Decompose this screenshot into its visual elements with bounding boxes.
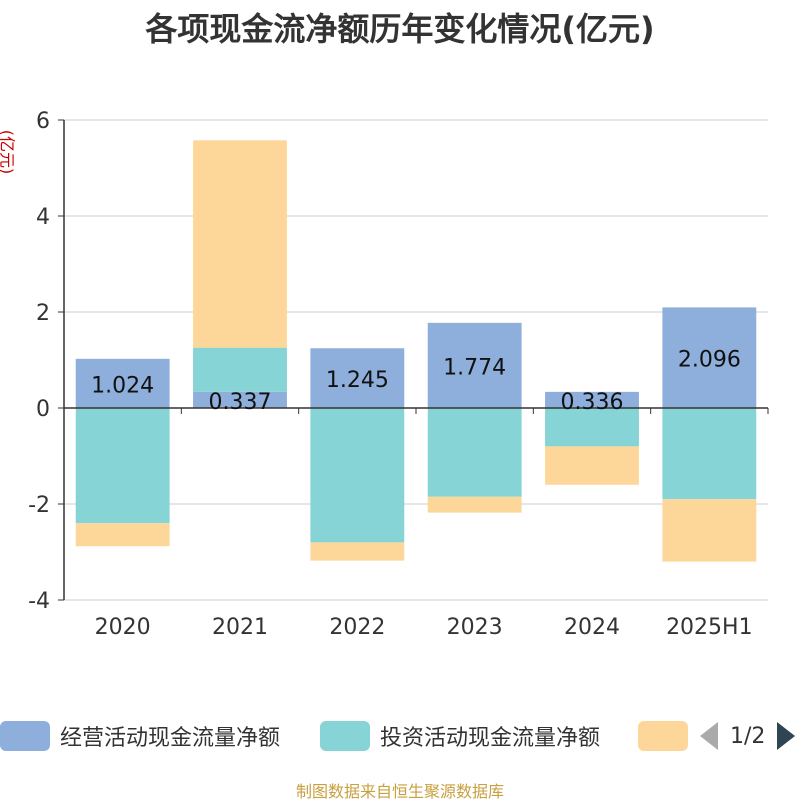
data-label-operating: 1.024 [91, 373, 154, 398]
data-label-operating: 0.336 [561, 390, 624, 415]
chart-title: 各项现金流净额历年变化情况(亿元) [145, 10, 655, 48]
data-label-operating: 0.337 [209, 390, 272, 415]
bar-investing [545, 408, 639, 447]
data-label-operating: 1.245 [326, 368, 389, 393]
y-tick-label: -2 [28, 493, 50, 518]
legend-pager: 1/2 [700, 720, 796, 752]
legend-swatch-financing [638, 721, 688, 751]
bar-financing [662, 499, 757, 562]
bar-financing [427, 496, 522, 513]
x-tick-label: 2020 [95, 615, 151, 640]
y-tick-label: 4 [36, 205, 50, 230]
bar-financing [545, 446, 639, 485]
legend-item-investing[interactable]: 投资活动现金流量净额 [320, 720, 600, 752]
legend-swatch-operating [0, 721, 50, 751]
bar-operating [193, 391, 287, 408]
y-tick-label: 6 [36, 109, 50, 134]
bar-operating [545, 391, 639, 408]
data-source-note: 制图数据来自恒生聚源数据库 [295, 782, 504, 801]
bar-investing [310, 408, 405, 543]
legend-item-operating[interactable]: 经营活动现金流量净额 [0, 720, 280, 752]
bar-investing [427, 408, 522, 497]
bar-financing [310, 542, 405, 561]
bar-financing [193, 140, 287, 348]
x-tick-label: 2023 [447, 615, 503, 640]
bar-operating [75, 358, 170, 408]
y-tick-label: -4 [28, 589, 50, 614]
bar-operating [310, 348, 405, 408]
x-tick-label: 2021 [212, 615, 268, 640]
bar-financing [75, 523, 170, 547]
bar-investing [75, 408, 170, 524]
legend-item-financing[interactable] [638, 720, 688, 752]
y-tick-label: 0 [36, 397, 50, 422]
bar-operating [427, 322, 522, 408]
bar-investing [193, 347, 287, 392]
legend-swatch-investing [320, 721, 370, 751]
x-tick-label: 2025H1 [666, 615, 753, 640]
legend-prev-page-icon[interactable] [700, 722, 718, 750]
y-tick-label: 2 [36, 301, 50, 326]
bar-operating [662, 307, 757, 408]
chart-plot-area: -4 -2 0 2 4 6 1.024 0.337 1.245 1.774 0.336 2.096 20… [28, 109, 769, 640]
legend-page-indicator: 1/2 [730, 723, 766, 749]
legend: 经营活动现金流量净额 投资活动现金流量净额 1/2 [0, 716, 800, 756]
data-label-operating: 2.096 [678, 348, 741, 373]
data-label-operating: 1.774 [443, 355, 506, 380]
legend-label-operating: 经营活动现金流量净额 [60, 726, 281, 751]
x-tick-label: 2024 [564, 615, 620, 640]
x-tick-label: 2022 [329, 615, 385, 640]
bar-investing [662, 408, 757, 500]
legend-next-page-icon[interactable] [777, 722, 796, 750]
legend-label-investing: 投资活动现金流量净额 [380, 726, 601, 751]
